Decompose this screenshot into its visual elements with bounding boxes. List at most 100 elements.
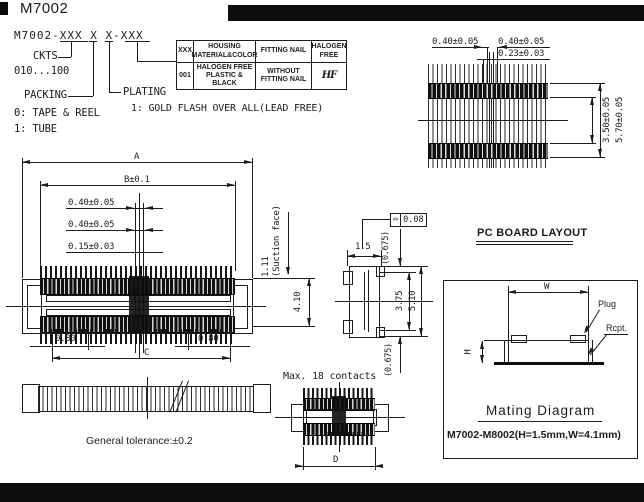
mating-interface-line	[484, 340, 588, 341]
callout-line	[58, 57, 71, 58]
dim-line	[400, 336, 401, 373]
leader-line	[362, 219, 363, 249]
arrow	[398, 258, 402, 266]
arrow	[474, 45, 482, 49]
dim-side-outer: 5.10	[408, 290, 419, 312]
dim-c: C	[144, 348, 150, 358]
rcpt-side-left	[504, 340, 505, 363]
leader-line	[362, 219, 390, 220]
arrow	[398, 336, 402, 344]
arrow	[126, 228, 134, 232]
dim-line	[309, 278, 310, 326]
dim-line	[66, 252, 163, 253]
flatness-value: 0.08	[400, 214, 425, 226]
dim-row-span-outer: 5.70±0.05	[615, 96, 626, 144]
arrow	[480, 355, 484, 363]
center-pin	[489, 52, 490, 168]
dim-line-b	[40, 185, 235, 186]
dim-edge-right: 0.80	[198, 334, 219, 344]
arrow	[227, 183, 235, 187]
callout-line	[137, 41, 138, 61]
table-cell-housing: HALOGEN FREE PLASTIC & BLACK	[194, 63, 256, 90]
arrow	[407, 322, 411, 330]
dim-line	[421, 266, 422, 336]
arrow	[244, 160, 252, 164]
dim-h: H	[463, 349, 474, 355]
dim-line-w	[508, 292, 588, 293]
arrow	[598, 83, 602, 91]
centerline	[147, 377, 148, 419]
ext-line	[347, 250, 348, 266]
side-body-outline	[349, 266, 380, 338]
callout-line	[60, 41, 88, 42]
arrow	[375, 464, 383, 468]
table-header-halogen: HALOGEN FREE	[312, 41, 347, 63]
arrow	[499, 45, 507, 49]
options-table: XXX HOUSING MATERIAL&COLOR FITTING NAIL …	[176, 40, 347, 91]
arrow	[407, 272, 411, 280]
callout-line	[137, 61, 176, 62]
dim-line	[66, 230, 163, 231]
dim-side-top: 1.5	[355, 242, 371, 252]
side-tab-left-bottom	[343, 320, 353, 334]
header-bar	[228, 5, 644, 21]
ext-line	[22, 158, 23, 278]
arrow	[126, 206, 134, 210]
arrow	[286, 267, 290, 275]
dim-line	[175, 346, 250, 347]
rcpt-label: Rcpt.	[606, 323, 628, 333]
arrow	[295, 464, 303, 468]
arrow	[347, 254, 355, 258]
ext-line	[550, 83, 605, 84]
arrow	[307, 318, 311, 326]
dim-line	[347, 256, 381, 257]
mini-end-left	[291, 404, 307, 432]
callout-line	[68, 96, 93, 97]
dim-suction-label: (Suction face)	[272, 205, 282, 277]
label-underline	[604, 334, 628, 335]
dim-thickness: 0.15±0.03	[68, 242, 115, 252]
centerline	[6, 306, 266, 307]
center-contact-cluster	[129, 276, 149, 333]
page-title: M7002	[20, 0, 69, 17]
ext-line	[235, 181, 236, 271]
table-header-housing: HOUSING MATERIAL&COLOR	[192, 41, 258, 63]
center-pin	[493, 52, 494, 168]
profile-symbol-icon: ⌓	[393, 215, 399, 225]
mini-end-right	[373, 404, 389, 432]
callout-line	[71, 41, 72, 57]
tape-contact-row-bottom	[428, 143, 548, 159]
dim-gap-top: (0.675)	[380, 231, 391, 265]
part-number-code: M7002-XXX X X-XXX	[14, 29, 144, 42]
ext-line	[253, 326, 315, 327]
dim-a: A	[134, 152, 140, 162]
packing-label: PACKING	[24, 89, 67, 101]
dim-line	[497, 47, 550, 48]
footer-bar	[0, 483, 644, 502]
dim-line-a	[22, 162, 252, 163]
arrow	[419, 328, 423, 336]
general-tolerance-note: General tolerance:±0.2	[86, 435, 193, 447]
end-cap-left	[27, 285, 42, 329]
ext-line	[52, 334, 53, 362]
callout-line	[109, 92, 121, 93]
side-tab-left-top	[343, 271, 353, 285]
callout-line	[109, 41, 110, 92]
plug-label: Plug	[598, 299, 617, 309]
pcb-base-line	[494, 362, 604, 365]
dim-pitch-2: 0.40±0.05	[68, 220, 115, 230]
comb-end-right	[253, 384, 271, 413]
centerline	[335, 301, 433, 302]
leader-line	[288, 212, 289, 274]
dim-suction: 1.11 (Suction face)	[261, 197, 283, 277]
dim-row-span-inner: 3.50±0.05	[602, 96, 613, 144]
comb-pins	[38, 386, 253, 412]
dim-pitch-right: 0.40±0.05	[498, 37, 545, 47]
ext-line	[253, 278, 315, 279]
table-header-xxx: XXX	[177, 41, 194, 63]
dim-pitch-1: 0.40±0.05	[68, 198, 115, 208]
arrow	[22, 160, 30, 164]
ext-line	[380, 266, 428, 267]
arrow	[419, 266, 423, 274]
